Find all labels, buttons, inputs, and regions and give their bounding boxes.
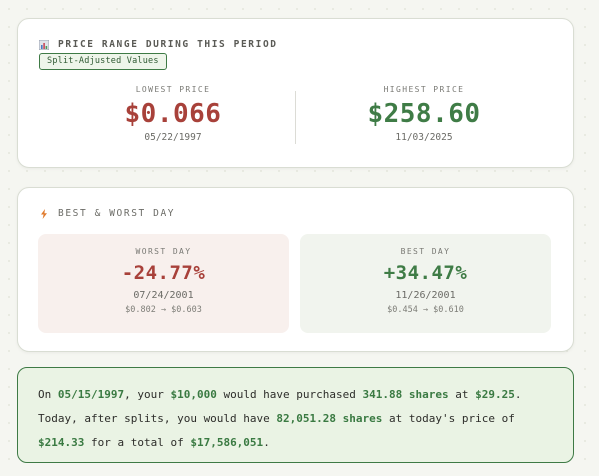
highest-price-date: 11/03/2025 <box>395 132 453 143</box>
worst-day-percent: -24.77% <box>121 262 206 284</box>
lightning-icon <box>39 208 49 219</box>
lowest-price-date: 05/22/1997 <box>144 132 202 143</box>
summary-text: On <box>38 388 58 401</box>
summary-current-shares: 82,051.28 shares <box>276 412 383 425</box>
lowest-price-label: LOWEST PRICE <box>135 85 211 94</box>
summary-shares-purchased: 341.88 shares <box>362 388 449 401</box>
lowest-price-value: $0.066 <box>124 99 222 129</box>
highest-price-block: HIGHEST PRICE $258.60 11/03/2025 <box>294 85 554 143</box>
lowest-price-block: LOWEST PRICE $0.066 05/22/1997 <box>43 85 303 143</box>
best-day-box: BEST DAY +34.47% 11/26/2001 $0.454 → $0.… <box>300 234 551 333</box>
highest-price-label: HIGHEST PRICE <box>383 85 465 94</box>
best-day-label: BEST DAY <box>400 247 451 256</box>
price-range-title-text: PRICE RANGE DURING THIS PERIOD <box>58 39 278 50</box>
best-worst-day-card: BEST & WORST DAY WORST DAY -24.77% 07/24… <box>17 187 574 352</box>
bar-chart-icon <box>38 39 50 50</box>
summary-investment-amount: $10,000 <box>170 388 217 401</box>
summary-purchase-price: $29.25 <box>475 388 515 401</box>
price-range-card: PRICE RANGE DURING THIS PERIOD Split-Adj… <box>17 18 574 168</box>
summary-text: , your <box>124 388 171 401</box>
range-divider <box>295 91 296 144</box>
summary-text: at <box>448 388 476 401</box>
best-day-percent: +34.47% <box>383 262 468 284</box>
investment-summary: On 05/15/1997, your $10,000 would have p… <box>17 367 574 463</box>
summary-current-price: $214.33 <box>38 436 85 449</box>
worst-day-date: 07/24/2001 <box>133 290 194 301</box>
best-worst-title: BEST & WORST DAY <box>39 208 175 219</box>
summary-text: . <box>263 436 270 449</box>
summary-text: . Today, after splits, you would have <box>38 388 522 425</box>
summary-purchase-date: 05/15/1997 <box>57 388 125 401</box>
best-day-price-move: $0.454 → $0.610 <box>387 305 464 315</box>
summary-text: at today's price of <box>382 412 515 425</box>
summary-total-value: $17,586,051 <box>190 436 264 449</box>
summary-text: would have purchased <box>216 388 363 401</box>
highest-price-value: $258.60 <box>367 99 481 129</box>
split-adjusted-badge: Split-Adjusted Values <box>39 53 167 70</box>
worst-day-box: WORST DAY -24.77% 07/24/2001 $0.802 → $0… <box>38 234 289 333</box>
summary-text: for a total of <box>84 436 191 449</box>
worst-day-price-move: $0.802 → $0.603 <box>125 305 202 315</box>
price-range-title: PRICE RANGE DURING THIS PERIOD <box>38 39 278 50</box>
worst-day-label: WORST DAY <box>135 247 192 256</box>
best-day-date: 11/26/2001 <box>395 290 456 301</box>
best-worst-title-text: BEST & WORST DAY <box>58 208 176 219</box>
